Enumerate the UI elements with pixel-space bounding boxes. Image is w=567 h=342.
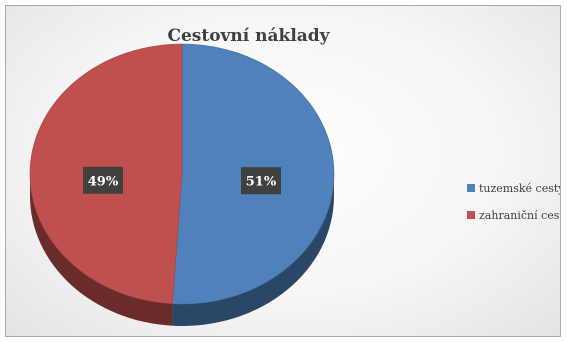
legend-label-1: tuzemské cesty xyxy=(479,181,561,195)
data-label-box-2 xyxy=(82,166,123,194)
legend-item-1: tuzemské cesty xyxy=(467,180,561,196)
legend: tuzemské cesty zahraniční cesty xyxy=(467,180,561,234)
data-label-box-1 xyxy=(241,167,282,195)
data-label-2: 49% xyxy=(88,174,119,189)
chart-title: Cestovní náklady xyxy=(167,26,330,46)
legend-swatch-1 xyxy=(467,184,475,192)
legend-item-2: zahraniční cesty xyxy=(467,207,561,223)
legend-label-2: zahraniční cesty xyxy=(479,208,561,222)
pie-chart: 51% 49% xyxy=(29,43,335,326)
data-label-1: 51% xyxy=(246,175,277,190)
chart-frame: Cestovní náklady 51% 49% tuzemské cesty za… xyxy=(5,5,561,337)
pie-side-1 xyxy=(172,174,335,326)
legend-swatch-2 xyxy=(467,211,475,219)
